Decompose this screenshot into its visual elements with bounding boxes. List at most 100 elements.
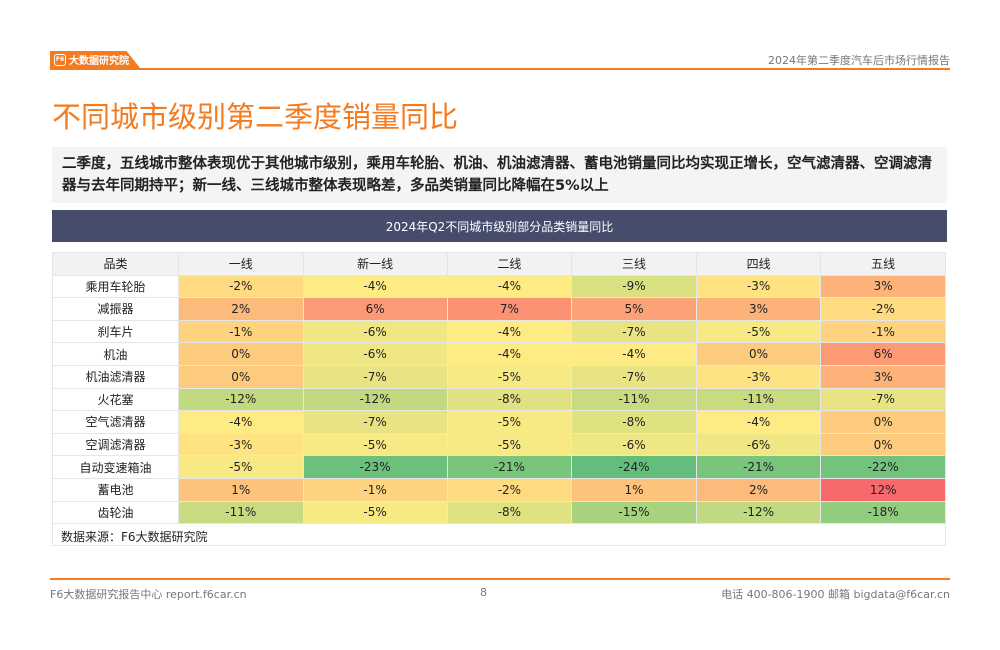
heatmap-cell: -1%	[302, 477, 448, 502]
heatmap-cell: -11%	[178, 500, 304, 525]
row-label: 蓄电池	[52, 477, 179, 502]
heatmap-cell: 1%	[178, 477, 304, 502]
table-row: 空气滤清器 -4% -7% -5% -8% -4% 0%	[52, 410, 946, 434]
brand-logo: F6 大数据研究院	[50, 51, 140, 68]
heatmap-cell: -5%	[446, 432, 573, 457]
heatmap-cell: -9%	[571, 274, 697, 299]
row-label: 刹车片	[52, 319, 179, 344]
row-label: 自动变速箱油	[52, 455, 179, 479]
page-number: 8	[480, 586, 487, 599]
heatmap-cell: -1%	[178, 319, 304, 344]
heatmap-cell: -3%	[695, 274, 822, 299]
footer-divider	[50, 578, 950, 580]
heatmap-cell: -5%	[695, 319, 822, 344]
heatmap-cell: -18%	[820, 500, 946, 525]
heatmap-cell: -7%	[302, 364, 448, 389]
heatmap-cell: -21%	[695, 455, 822, 479]
heatmap-cell: -11%	[695, 387, 822, 412]
heatmap-cell: -12%	[302, 387, 448, 412]
heatmap-cell: -4%	[446, 319, 573, 344]
heatmap-cell: -7%	[571, 364, 697, 389]
heatmap-cell: -24%	[571, 455, 697, 479]
column-header: 三线	[571, 252, 697, 276]
heatmap-cell: -5%	[178, 455, 304, 479]
heatmap-cell: 2%	[695, 477, 822, 502]
heatmap-cell: -7%	[571, 319, 697, 344]
heatmap-cell: -6%	[695, 432, 822, 457]
table-row: 火花塞 -12% -12% -8% -11% -11% -7%	[52, 387, 946, 412]
heatmap-cell: 3%	[820, 274, 946, 299]
heatmap-cell: -4%	[695, 410, 822, 434]
heatmap-cell: -6%	[571, 432, 697, 457]
heatmap-cell: -4%	[302, 274, 448, 299]
heatmap-cell: -1%	[820, 319, 946, 344]
table-row: 齿轮油 -11% -5% -8% -15% -12% -18%	[52, 500, 946, 525]
heatmap-table: 品类 一线 新一线 二线 三线 四线 五线 乘用车轮胎 -2% -4% -4% -9% -3% 3% 减振器…	[52, 252, 946, 525]
heatmap-cell: -2%	[820, 297, 946, 321]
column-header: 一线	[178, 252, 304, 276]
data-source: 数据来源：F6大数据研究院	[52, 524, 946, 546]
table-row: 减振器 2% 6% 7% 5% 3% -2%	[52, 297, 946, 321]
heatmap-cell: -2%	[446, 477, 573, 502]
row-label: 火花塞	[52, 387, 179, 412]
summary-text: 二季度，五线城市整体表现优于其他城市级别，乘用车轮胎、机油、机油滤清器、蓄电池销…	[52, 147, 947, 203]
heatmap-cell: -4%	[446, 274, 573, 299]
column-header: 四线	[695, 252, 822, 276]
table-row: 空调滤清器 -3% -5% -5% -6% -6% 0%	[52, 432, 946, 457]
heatmap-cell: -4%	[446, 342, 573, 366]
heatmap-cell: -6%	[302, 319, 448, 344]
row-label: 机油滤清器	[52, 364, 179, 389]
heatmap-cell: -22%	[820, 455, 946, 479]
heatmap-cell: -8%	[571, 410, 697, 434]
table-row: 蓄电池 1% -1% -2% 1% 2% 12%	[52, 477, 946, 502]
heatmap-cell: -11%	[571, 387, 697, 412]
column-header: 二线	[446, 252, 573, 276]
heatmap-cell: 0%	[820, 410, 946, 434]
heatmap-cell: 0%	[695, 342, 822, 366]
heatmap-cell: -2%	[178, 274, 304, 299]
heatmap-cell: 3%	[695, 297, 822, 321]
heatmap-cell: 1%	[571, 477, 697, 502]
heatmap-cell: 5%	[571, 297, 697, 321]
table-row: 乘用车轮胎 -2% -4% -4% -9% -3% 3%	[52, 274, 946, 299]
heatmap-cell: -23%	[302, 455, 448, 479]
column-header: 品类	[52, 252, 179, 276]
table-row: 自动变速箱油 -5% -23% -21% -24% -21% -22%	[52, 455, 946, 479]
row-label: 空调滤清器	[52, 432, 179, 457]
heatmap-cell: -5%	[302, 432, 448, 457]
heatmap-cell: -3%	[695, 364, 822, 389]
heatmap-cell: -3%	[178, 432, 304, 457]
heatmap-cell: 0%	[178, 364, 304, 389]
heatmap-cell: -15%	[571, 500, 697, 525]
row-label: 齿轮油	[52, 500, 179, 525]
page-title: 不同城市级别第二季度销量同比	[52, 100, 459, 134]
heatmap-cell: 2%	[178, 297, 304, 321]
header-divider	[50, 68, 950, 70]
heatmap-cell: -21%	[446, 455, 573, 479]
heatmap-cell: -12%	[695, 500, 822, 525]
footer-left: F6大数据研究报告中心 report.f6car.cn	[50, 588, 247, 601]
column-header: 新一线	[302, 252, 448, 276]
table-row: 机油 0% -6% -4% -4% 0% 6%	[52, 342, 946, 366]
heatmap-cell: -4%	[178, 410, 304, 434]
heatmap-cell: 0%	[820, 432, 946, 457]
heatmap-cell: -5%	[302, 500, 448, 525]
row-label: 减振器	[52, 297, 179, 321]
row-label: 机油	[52, 342, 179, 366]
report-name: 2024年第二季度汽车后市场行情报告	[768, 54, 950, 67]
heatmap-cell: -8%	[446, 500, 573, 525]
heatmap-cell: -5%	[446, 364, 573, 389]
heatmap-cell: 6%	[302, 297, 448, 321]
row-label: 空气滤清器	[52, 410, 179, 434]
footer-contact: 电话 400-806-1900 邮箱 bigdata@f6car.cn	[721, 588, 950, 601]
row-label: 乘用车轮胎	[52, 274, 179, 299]
heatmap-cell: -7%	[302, 410, 448, 434]
heatmap-cell: -4%	[571, 342, 697, 366]
f6-logo-icon: F6	[54, 53, 66, 66]
table-title: 2024年Q2不同城市级别部分品类销量同比	[52, 210, 947, 242]
heatmap-cell: -7%	[820, 387, 946, 412]
heatmap-cell: 3%	[820, 364, 946, 389]
heatmap-cell: 12%	[820, 477, 946, 502]
table-row: 刹车片 -1% -6% -4% -7% -5% -1%	[52, 319, 946, 344]
heatmap-cell: -8%	[446, 387, 573, 412]
